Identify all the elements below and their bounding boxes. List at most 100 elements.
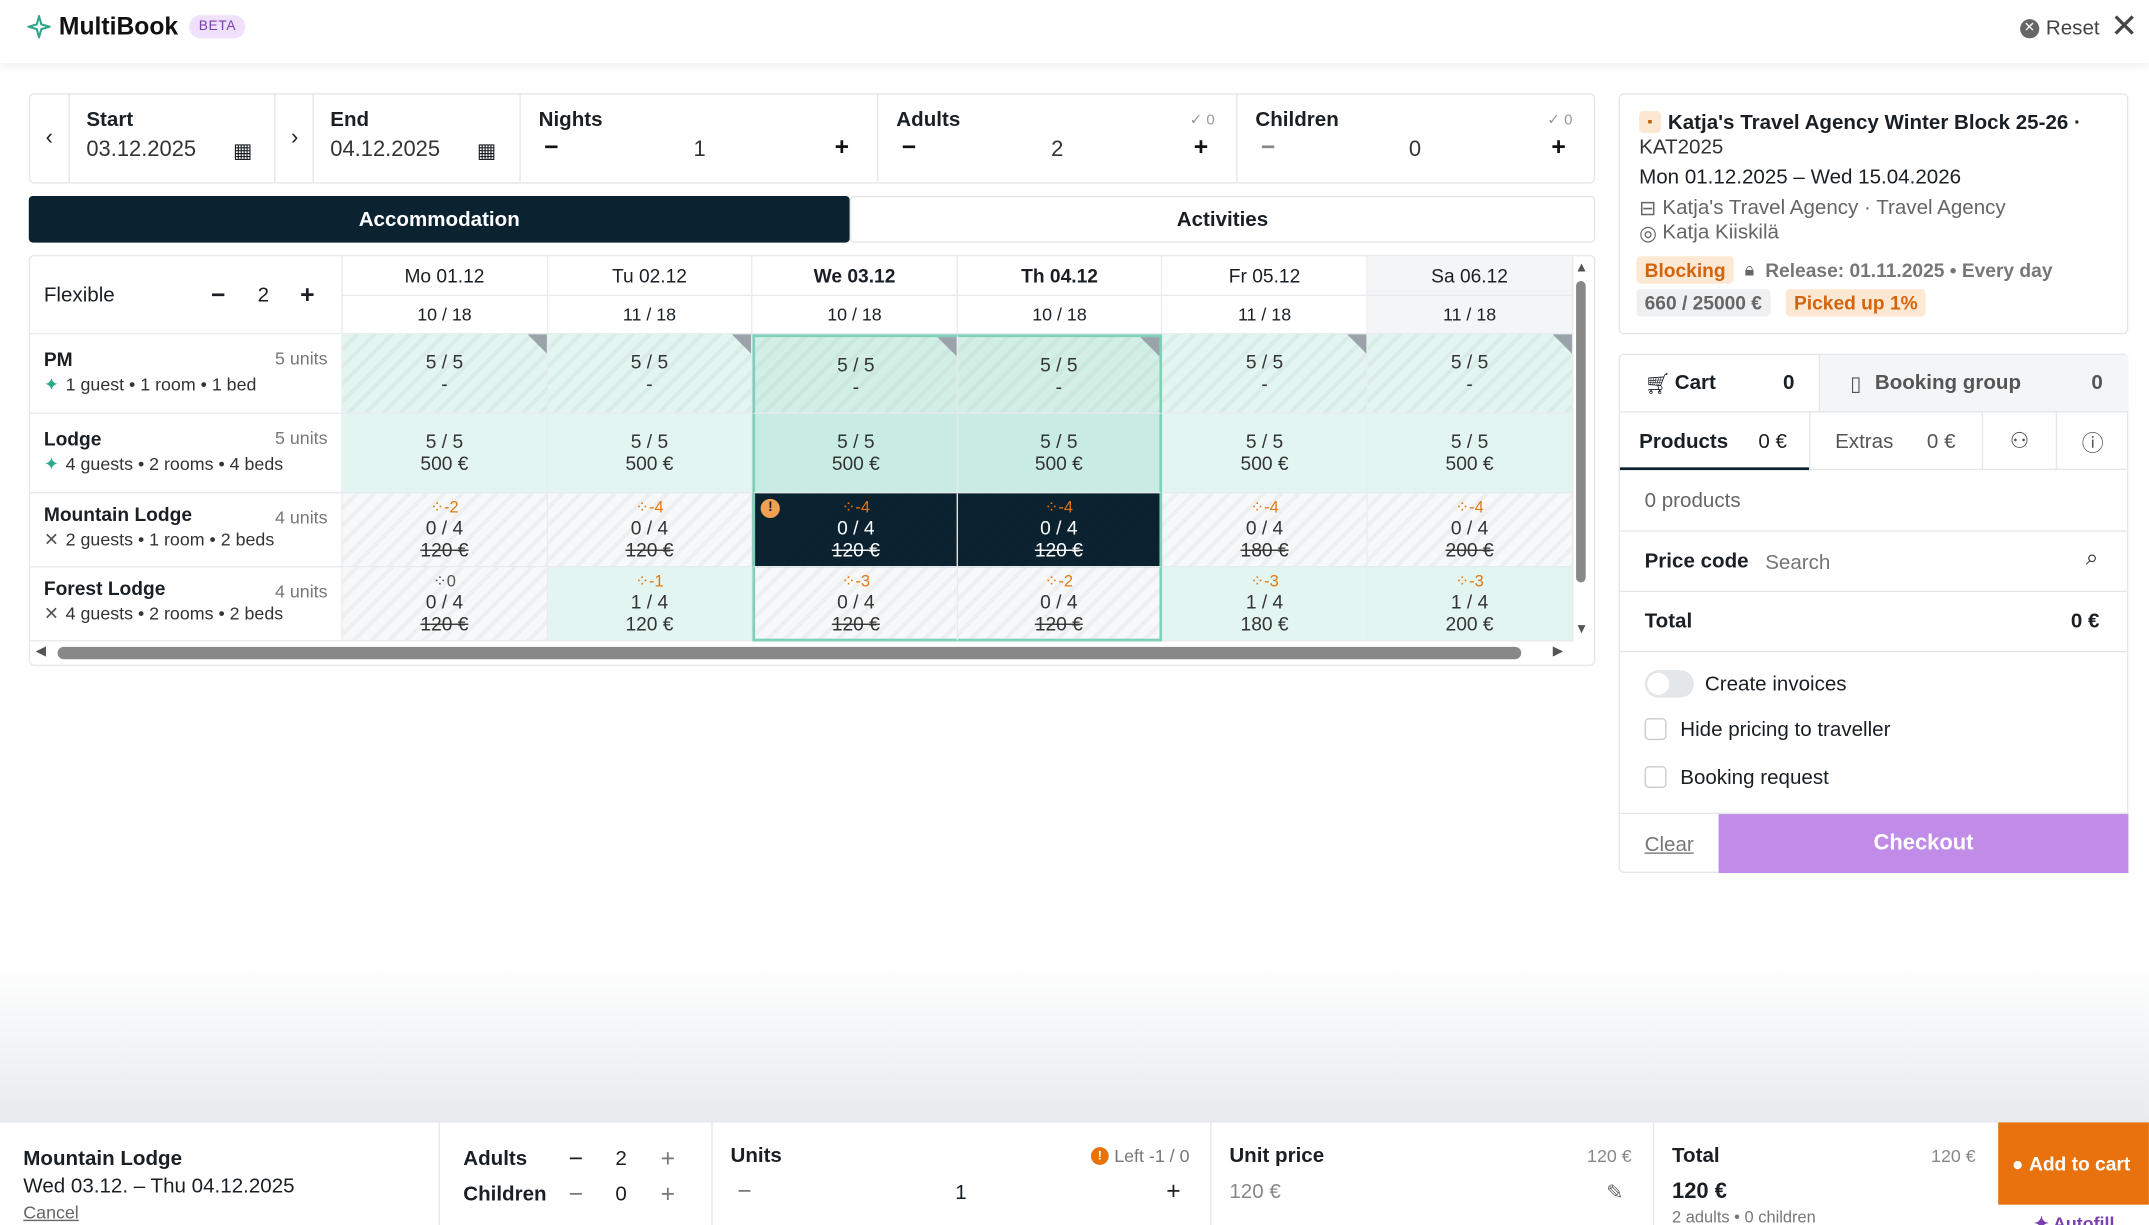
grid-cell[interactable]: ⁘-4 0 / 4 200 €	[1367, 493, 1573, 568]
pencil-icon[interactable]: ✎	[1606, 1181, 1624, 1205]
cell-price: 180 €	[1240, 612, 1289, 635]
grid-cell[interactable]: 5 / 5 500 €	[342, 413, 548, 494]
vertical-scrollbar[interactable]	[1576, 280, 1586, 583]
grid-cell[interactable]: 5 / 5 500 €	[1162, 413, 1368, 494]
grid-cell[interactable]: ⁘-4 0 / 4 120 €!	[752, 493, 958, 568]
cell-availability: 5 / 5	[1040, 353, 1078, 376]
cart-count: 0	[1783, 371, 1795, 395]
cell-price: -	[1261, 372, 1268, 395]
grid-cell[interactable]: 5 / 5 500 €	[547, 413, 753, 494]
end-date-input[interactable]: 04.12.2025	[330, 138, 441, 162]
adults-minus-button[interactable]: −	[568, 1144, 584, 1172]
row-label[interactable]: Forest Lodge 4 units ✕ 4 guests • 2 rooms •…	[30, 567, 343, 642]
nights-value[interactable]: 1	[693, 138, 706, 162]
grid-cell[interactable]: 5 / 5 500 €	[752, 413, 958, 494]
grid-cell[interactable]: ⁘-4 0 / 4 120 €	[547, 493, 753, 568]
adults-value[interactable]: 2	[1051, 138, 1064, 162]
block-info-card: ▪ Katja's Travel Agency Winter Block 25-…	[1618, 93, 2129, 335]
grid-cell[interactable]: ⁘-3 1 / 4 180 €	[1162, 567, 1368, 642]
token-count: ⁘0	[343, 572, 547, 591]
grid-cell[interactable]: ⁘-3 0 / 4 120 €	[752, 567, 958, 642]
products-tab[interactable]: Products 0 €	[1619, 413, 1810, 471]
extras-tab[interactable]: Extras 0 €	[1809, 412, 1982, 471]
grid-cell[interactable]: ⁘-4 0 / 4 120 €	[957, 493, 1163, 568]
children-plus-button[interactable]: +	[1551, 132, 1566, 161]
grid-cell[interactable]: ⁘-1 1 / 4 120 €	[547, 567, 753, 642]
grid-cell[interactable]: 5 / 5-	[547, 334, 753, 414]
search-bar: ‹ Start 03.12.2025 ▦ › End 04.12.2025 ▦ …	[28, 93, 1596, 184]
children-check-count: 0	[1564, 112, 1573, 129]
grid-cell[interactable]: ⁘-3 1 / 4 200 €	[1367, 567, 1573, 642]
cell-availability: 5 / 5	[630, 350, 669, 373]
cancel-link[interactable]: Cancel	[23, 1201, 79, 1223]
children-minus-button[interactable]: −	[568, 1180, 584, 1208]
scroll-right-icon[interactable]: ▶	[1552, 644, 1564, 660]
scroll-down-icon[interactable]: ▼	[1574, 622, 1589, 638]
checkout-button[interactable]: Checkout	[1718, 814, 2129, 874]
children-value[interactable]: 0	[615, 1182, 627, 1207]
calendar-icon[interactable]: ▦	[232, 139, 253, 164]
grid-cell[interactable]: 5 / 5 500 €	[957, 413, 1163, 494]
prev-date-chevron-icon[interactable]: ‹	[45, 126, 53, 150]
units-minus-button[interactable]: −	[737, 1177, 752, 1205]
adults-plus-button[interactable]: +	[660, 1144, 675, 1172]
grid-cell[interactable]: ⁘-4 0 / 4 180 €	[1162, 493, 1368, 568]
flexible-value[interactable]: 2	[257, 283, 270, 307]
adults-plus-button[interactable]: +	[1193, 132, 1209, 161]
adults-label: Adults	[463, 1147, 528, 1171]
next-date-chevron-icon[interactable]: ›	[290, 126, 299, 150]
grid-dots-icon: ⁘	[1455, 571, 1470, 591]
grid-cell[interactable]: 5 / 5-	[752, 334, 958, 414]
children-value[interactable]: 0	[1408, 138, 1422, 162]
traveller-icon[interactable]: ⚇	[1981, 412, 2056, 471]
day-header: Sa 06.12	[1367, 256, 1573, 297]
cart-tab[interactable]: 🛒︎ Cart 0	[1619, 354, 1821, 413]
grid-cell[interactable]: 5 / 5 500 €	[1367, 413, 1573, 494]
grid-cell[interactable]: 5 / 5-	[1367, 334, 1573, 414]
cell-price: 120 €	[831, 538, 880, 561]
autofill-link[interactable]: ✦ Autofill	[2034, 1213, 2115, 1225]
cell-price: -	[441, 372, 448, 395]
cell-availability: 5 / 5	[1245, 430, 1284, 453]
price-code-input[interactable]	[1765, 546, 2081, 577]
clear-link[interactable]: Clear	[1644, 833, 1694, 857]
grid-cell[interactable]: ⁘0 0 / 4 120 €	[342, 567, 548, 642]
info-icon[interactable]: ⓘ	[2055, 412, 2129, 471]
units-plus-button[interactable]: +	[1166, 1177, 1181, 1205]
row-label[interactable]: Mountain Lodge 4 units ✕ 2 guests • 1 room …	[30, 493, 343, 568]
nights-minus-button[interactable]: −	[544, 132, 559, 161]
tab-accommodation[interactable]: Accommodation	[28, 195, 850, 243]
scroll-up-icon[interactable]: ▲	[1574, 260, 1589, 276]
reset-button[interactable]: ✕ Reset	[2019, 16, 2100, 40]
start-date-input[interactable]: 03.12.2025	[86, 138, 197, 162]
adults-minus-button[interactable]: −	[901, 132, 917, 161]
horizontal-scrollbar[interactable]	[57, 646, 1522, 660]
add-to-cart-button[interactable]: ● Add to cart	[1998, 1122, 2149, 1205]
create-invoices-toggle[interactable]	[1644, 670, 1694, 698]
nights-plus-button[interactable]: +	[834, 132, 850, 161]
booking-group-tab[interactable]: ▯ Booking group 0	[1820, 354, 2129, 413]
row-label[interactable]: Lodge 5 units ✦ 4 guests • 2 rooms • 4 beds	[30, 413, 343, 494]
flexible-plus-button[interactable]: +	[300, 280, 315, 308]
flexible-minus-button[interactable]: −	[211, 280, 226, 308]
grid-cell[interactable]: 5 / 5-	[957, 334, 1163, 414]
grid-cell[interactable]: ⁘-2 0 / 4 120 €	[342, 493, 548, 568]
grid-cell[interactable]: 5 / 5-	[1162, 334, 1368, 414]
calendar-icon[interactable]: ▦	[476, 139, 497, 164]
scroll-left-icon[interactable]: ◀	[35, 644, 47, 660]
units-value[interactable]: 1	[955, 1181, 967, 1205]
tab-activities[interactable]: Activities	[849, 195, 1596, 243]
adults-value[interactable]: 2	[615, 1147, 627, 1171]
children-minus-button[interactable]: −	[1260, 132, 1276, 161]
close-icon[interactable]: ✕	[2110, 8, 2138, 46]
x-icon: ✕	[43, 529, 59, 550]
search-icon[interactable]: ⌕	[2085, 546, 2099, 571]
unit-price-input[interactable]: 120 €	[1229, 1180, 1281, 1204]
row-label[interactable]: PM 5 units ✦ 1 guest • 1 room • 1 bed	[30, 334, 343, 414]
grid-cell[interactable]: ⁘-2 0 / 4 120 €	[957, 567, 1163, 642]
cell-price: 120 €	[625, 612, 674, 635]
booking-request-checkbox[interactable]	[1644, 766, 1667, 789]
hide-pricing-checkbox[interactable]	[1644, 718, 1667, 741]
children-plus-button[interactable]: +	[660, 1180, 675, 1208]
grid-cell[interactable]: 5 / 5-	[342, 334, 548, 414]
